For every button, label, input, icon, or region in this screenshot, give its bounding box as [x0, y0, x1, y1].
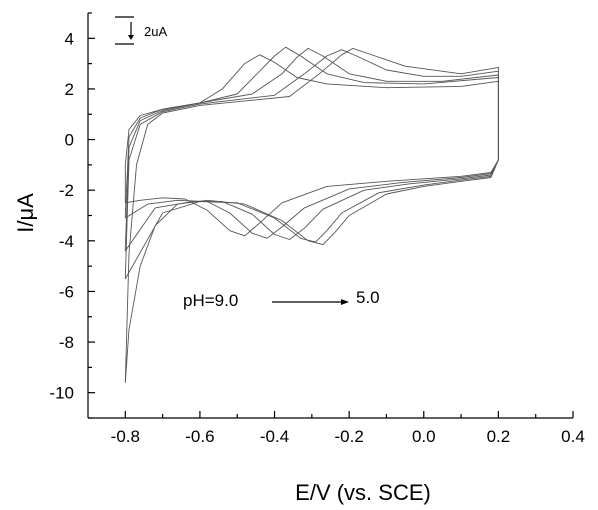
- axis-ticks: -0.8 -0.6 -0.4 -0.2 0.0 0.2 0.4 4 2 0 -2 -4 -6 -8 -10: [49, 12, 585, 446]
- ph-arrow-head: [341, 299, 349, 305]
- x-tick-label: -0.4: [260, 427, 289, 446]
- x-tick-label: -0.8: [111, 427, 140, 446]
- y-tick-label: -2: [59, 181, 74, 200]
- x-tick-label: 0.0: [412, 427, 436, 446]
- x-tick-label: -0.6: [185, 427, 214, 446]
- voltammogram-curves: [124, 46, 499, 384]
- ph-annotation: pH=9.0 5.0: [183, 288, 380, 310]
- cv-curve: [124, 49, 499, 280]
- x-tick-label: -0.2: [335, 427, 364, 446]
- scale-bar-arrow-head: [128, 35, 134, 40]
- x-tick-label: 0.4: [561, 427, 585, 446]
- x-tick-label: 0.2: [487, 427, 511, 446]
- ph-start-label: pH=9.0: [183, 291, 238, 310]
- y-tick-label: -6: [59, 282, 74, 301]
- y-tick-label: -4: [59, 232, 74, 251]
- y-tick-label: -10: [49, 384, 74, 403]
- cv-curve: [124, 47, 499, 384]
- y-axis-title: I/μA: [13, 193, 38, 233]
- cv-curve: [124, 47, 499, 252]
- y-tick-label: 4: [65, 29, 74, 48]
- current-scale-bar: 2uA: [115, 16, 167, 45]
- ph-end-label: 5.0: [356, 288, 380, 307]
- scale-bar-label: 2uA: [144, 24, 167, 39]
- y-tick-label: -8: [59, 333, 74, 352]
- x-axis-title: E/V (vs. SCE): [295, 480, 431, 505]
- y-tick-label: 0: [65, 131, 74, 150]
- y-tick-label: 2: [65, 80, 74, 99]
